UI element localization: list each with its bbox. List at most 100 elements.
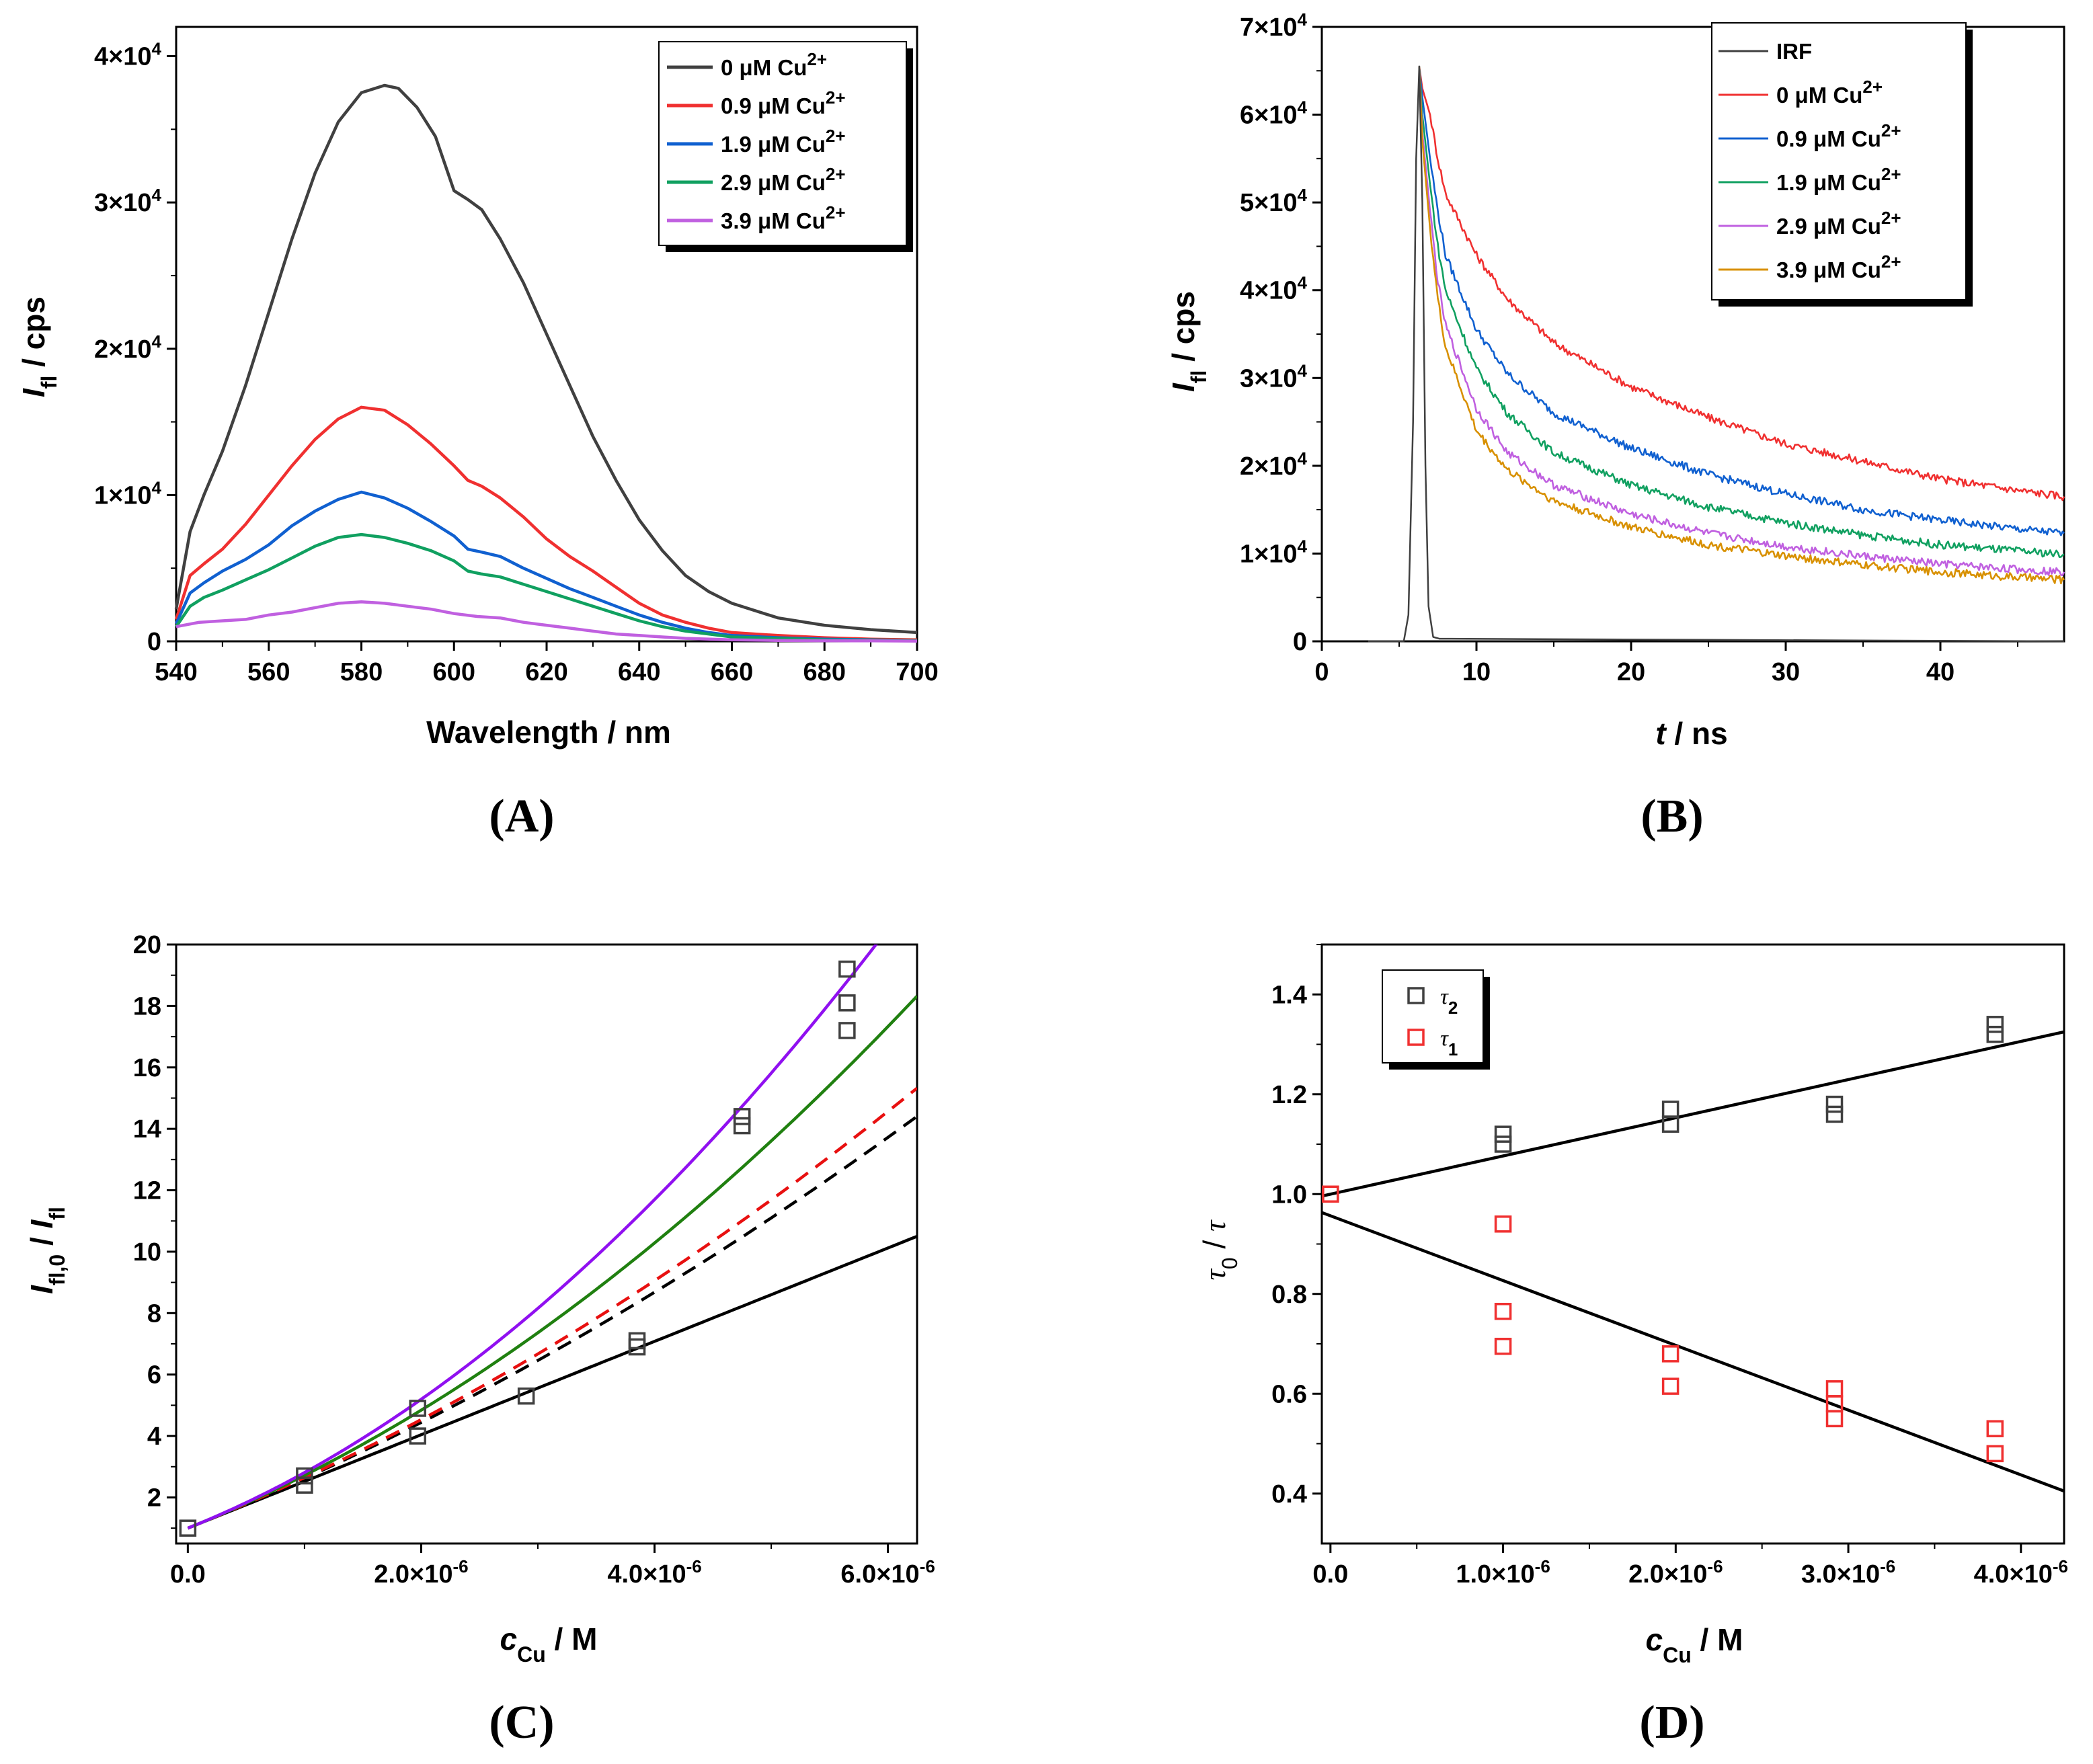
panel-a-ylabel: Ifl / cps <box>16 296 61 397</box>
series-line <box>1418 66 2065 585</box>
x-tick-label: 2.0×10-6 <box>374 1556 468 1589</box>
x-tick-label: 2.0×10-6 <box>1628 1556 1723 1589</box>
fit-curve <box>187 945 878 1530</box>
legend-label: 1.9 μM Cu2+ <box>1776 164 1901 195</box>
panel-a-xlabel: Wavelength / nm <box>426 715 671 750</box>
series-line <box>174 405 918 642</box>
data-point <box>628 1332 646 1350</box>
panel-d-ylabel: τ0 / τ <box>1197 1219 1242 1281</box>
data-point <box>1661 1345 1680 1363</box>
legend-box <box>1382 969 1484 1064</box>
x-tick-label: 4.0×10-6 <box>1974 1556 2068 1589</box>
data-point <box>1986 1420 2004 1437</box>
y-tick-label: 1.4 <box>1271 981 1307 1009</box>
data-point <box>1986 1016 2004 1033</box>
legend-box <box>1711 22 1967 300</box>
panel-c-xlabel: cCu / M <box>500 1621 598 1667</box>
data-point <box>1986 1025 2004 1043</box>
legend-label: 0.9 μM Cu2+ <box>1776 120 1901 151</box>
legend-label: IRF <box>1776 39 1812 64</box>
data-point <box>1661 1377 1680 1395</box>
panel-a-label: (A) <box>489 791 554 842</box>
panel-c: 0.0 2.0×10-6 4.0×10-6 6.0×10-6 2 4 6 8 10 12 14 16 1… <box>24 931 935 1749</box>
x-tick-label: 600 <box>433 658 475 686</box>
panel-c-label: (C) <box>489 1697 554 1749</box>
y-tick-label: 6 <box>147 1361 161 1390</box>
y-tick-label: 0 <box>147 628 161 656</box>
y-tick-label: 7×104 <box>1240 9 1308 42</box>
legend-label: τ1 <box>1440 1027 1458 1059</box>
panel-d-label: (D) <box>1639 1697 1704 1749</box>
x-tick-label: 560 <box>247 658 290 686</box>
y-tick-label: 16 <box>133 1054 161 1082</box>
data-point <box>1825 1095 1844 1113</box>
fit-curve <box>187 1235 917 1530</box>
legend-label: 1.9 μM Cu2+ <box>721 126 846 157</box>
legend-label: 0 μM Cu2+ <box>721 49 827 80</box>
legend-label: 0.9 μM Cu2+ <box>721 87 846 118</box>
data-point <box>1494 1125 1512 1143</box>
x-tick-label: 0.0 <box>1312 1560 1348 1589</box>
data-point <box>838 1022 856 1039</box>
y-tick-label: 8 <box>147 1299 161 1328</box>
x-tick-label: 40 <box>1926 658 1954 686</box>
series-line <box>1418 66 2065 559</box>
data-point <box>409 1400 426 1417</box>
series-line <box>1418 66 2065 536</box>
panel-d: 0.0 1.0×10-6 2.0×10-6 3.0×10-6 4.0×10-6 0.4 0.… <box>1197 943 2068 1749</box>
panel-b-ylabel: Ifl / cps <box>1166 291 1211 392</box>
panel-d-xlabel: cCu / M <box>1646 1622 1743 1667</box>
legend-marker <box>1407 1029 1425 1046</box>
series-line <box>1368 65 2065 643</box>
legend-label: 3.9 μM Cu2+ <box>721 202 846 233</box>
legend-marker <box>1407 987 1425 1004</box>
legend-label: 0 μM Cu2+ <box>1776 77 1883 108</box>
y-tick-label: 20 <box>133 931 161 959</box>
fit-line <box>1321 1030 2065 1198</box>
series-line <box>1418 66 2065 577</box>
data-point <box>517 1387 535 1405</box>
x-tick-label: 6.0×10-6 <box>840 1556 935 1589</box>
y-tick-label: 0.4 <box>1271 1480 1307 1509</box>
x-tick-label: 660 <box>711 658 753 686</box>
data-point <box>733 1117 751 1135</box>
data-point <box>179 1519 197 1537</box>
panel-c-fits <box>187 945 917 1530</box>
y-tick-label: 0.8 <box>1271 1281 1307 1309</box>
series-line <box>174 83 918 635</box>
y-tick-label: 5×104 <box>1240 185 1308 217</box>
fit-curve <box>187 995 917 1530</box>
y-tick-label: 3×104 <box>94 185 162 217</box>
y-tick-label: 4×104 <box>94 39 162 71</box>
data-point <box>296 1467 313 1485</box>
series-line <box>175 532 918 643</box>
y-tick-label: 6×104 <box>1240 97 1308 130</box>
x-tick-label: 700 <box>896 658 938 686</box>
data-point <box>1494 1215 1512 1233</box>
legend-label: 3.9 μM Cu2+ <box>1776 251 1901 282</box>
y-tick-label: 0.6 <box>1271 1380 1307 1408</box>
panel-b-xlabel: t / ns <box>1655 716 1727 751</box>
y-tick-label: 1.2 <box>1271 1081 1307 1109</box>
x-tick-label: 620 <box>525 658 567 686</box>
panel-c-ylabel: Ifl,0 / Ifl <box>24 1207 69 1294</box>
data-point <box>1661 1100 1680 1118</box>
data-point <box>296 1476 313 1494</box>
x-tick-label: 640 <box>618 658 660 686</box>
y-tick-label: 10 <box>133 1238 161 1267</box>
fit-line <box>1321 1211 2065 1493</box>
y-tick-label: 14 <box>133 1115 161 1144</box>
y-tick-label: 1×104 <box>1240 536 1308 568</box>
x-tick-label: 10 <box>1462 658 1491 686</box>
data-point <box>1825 1105 1844 1123</box>
series-line <box>1418 66 2065 502</box>
x-tick-label: 0 <box>1314 658 1329 686</box>
legend-label: τ2 <box>1440 985 1458 1018</box>
data-point <box>1825 1410 1844 1428</box>
y-tick-label: 2 <box>147 1484 161 1512</box>
data-point <box>838 960 856 978</box>
panel-b: 0 10 20 30 40 0 1×104 2×104 3×104 4×104 5×104 6×104… <box>1166 9 2065 842</box>
data-point <box>1494 1337 1512 1355</box>
x-tick-label: 3.0×10-6 <box>1801 1556 1895 1589</box>
